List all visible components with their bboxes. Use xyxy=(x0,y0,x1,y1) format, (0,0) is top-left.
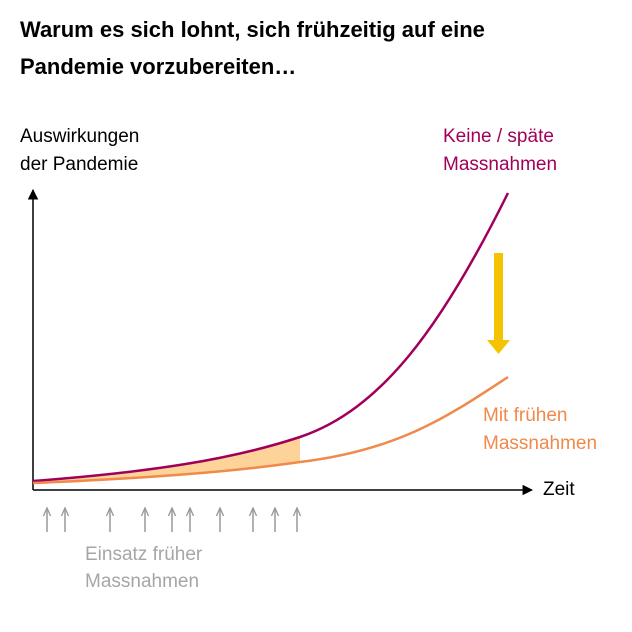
x-axis-label: Zeit xyxy=(543,479,575,500)
curve-label: Mit frühen xyxy=(483,405,567,426)
curve-late xyxy=(32,192,510,483)
savings-area xyxy=(33,437,300,483)
curve-label: Massnahmen xyxy=(483,433,597,454)
measure-arrows xyxy=(47,508,297,532)
y-axis-label: Auswirkungen xyxy=(20,126,139,147)
annotation: Massnahmen xyxy=(85,571,199,592)
y-axis-label: der Pandemie xyxy=(20,154,138,175)
curve-label: Keine / späte xyxy=(443,126,554,147)
title-line: Warum es sich lohnt, sich frühzeitig auf… xyxy=(20,17,485,42)
curve-early xyxy=(32,375,509,485)
annotation: Einsatz früher xyxy=(85,544,203,565)
title-line: Pandemie vorzubereiten… xyxy=(20,54,296,79)
reduction-arrow xyxy=(487,253,510,354)
curve-label: Massnahmen xyxy=(443,154,557,175)
